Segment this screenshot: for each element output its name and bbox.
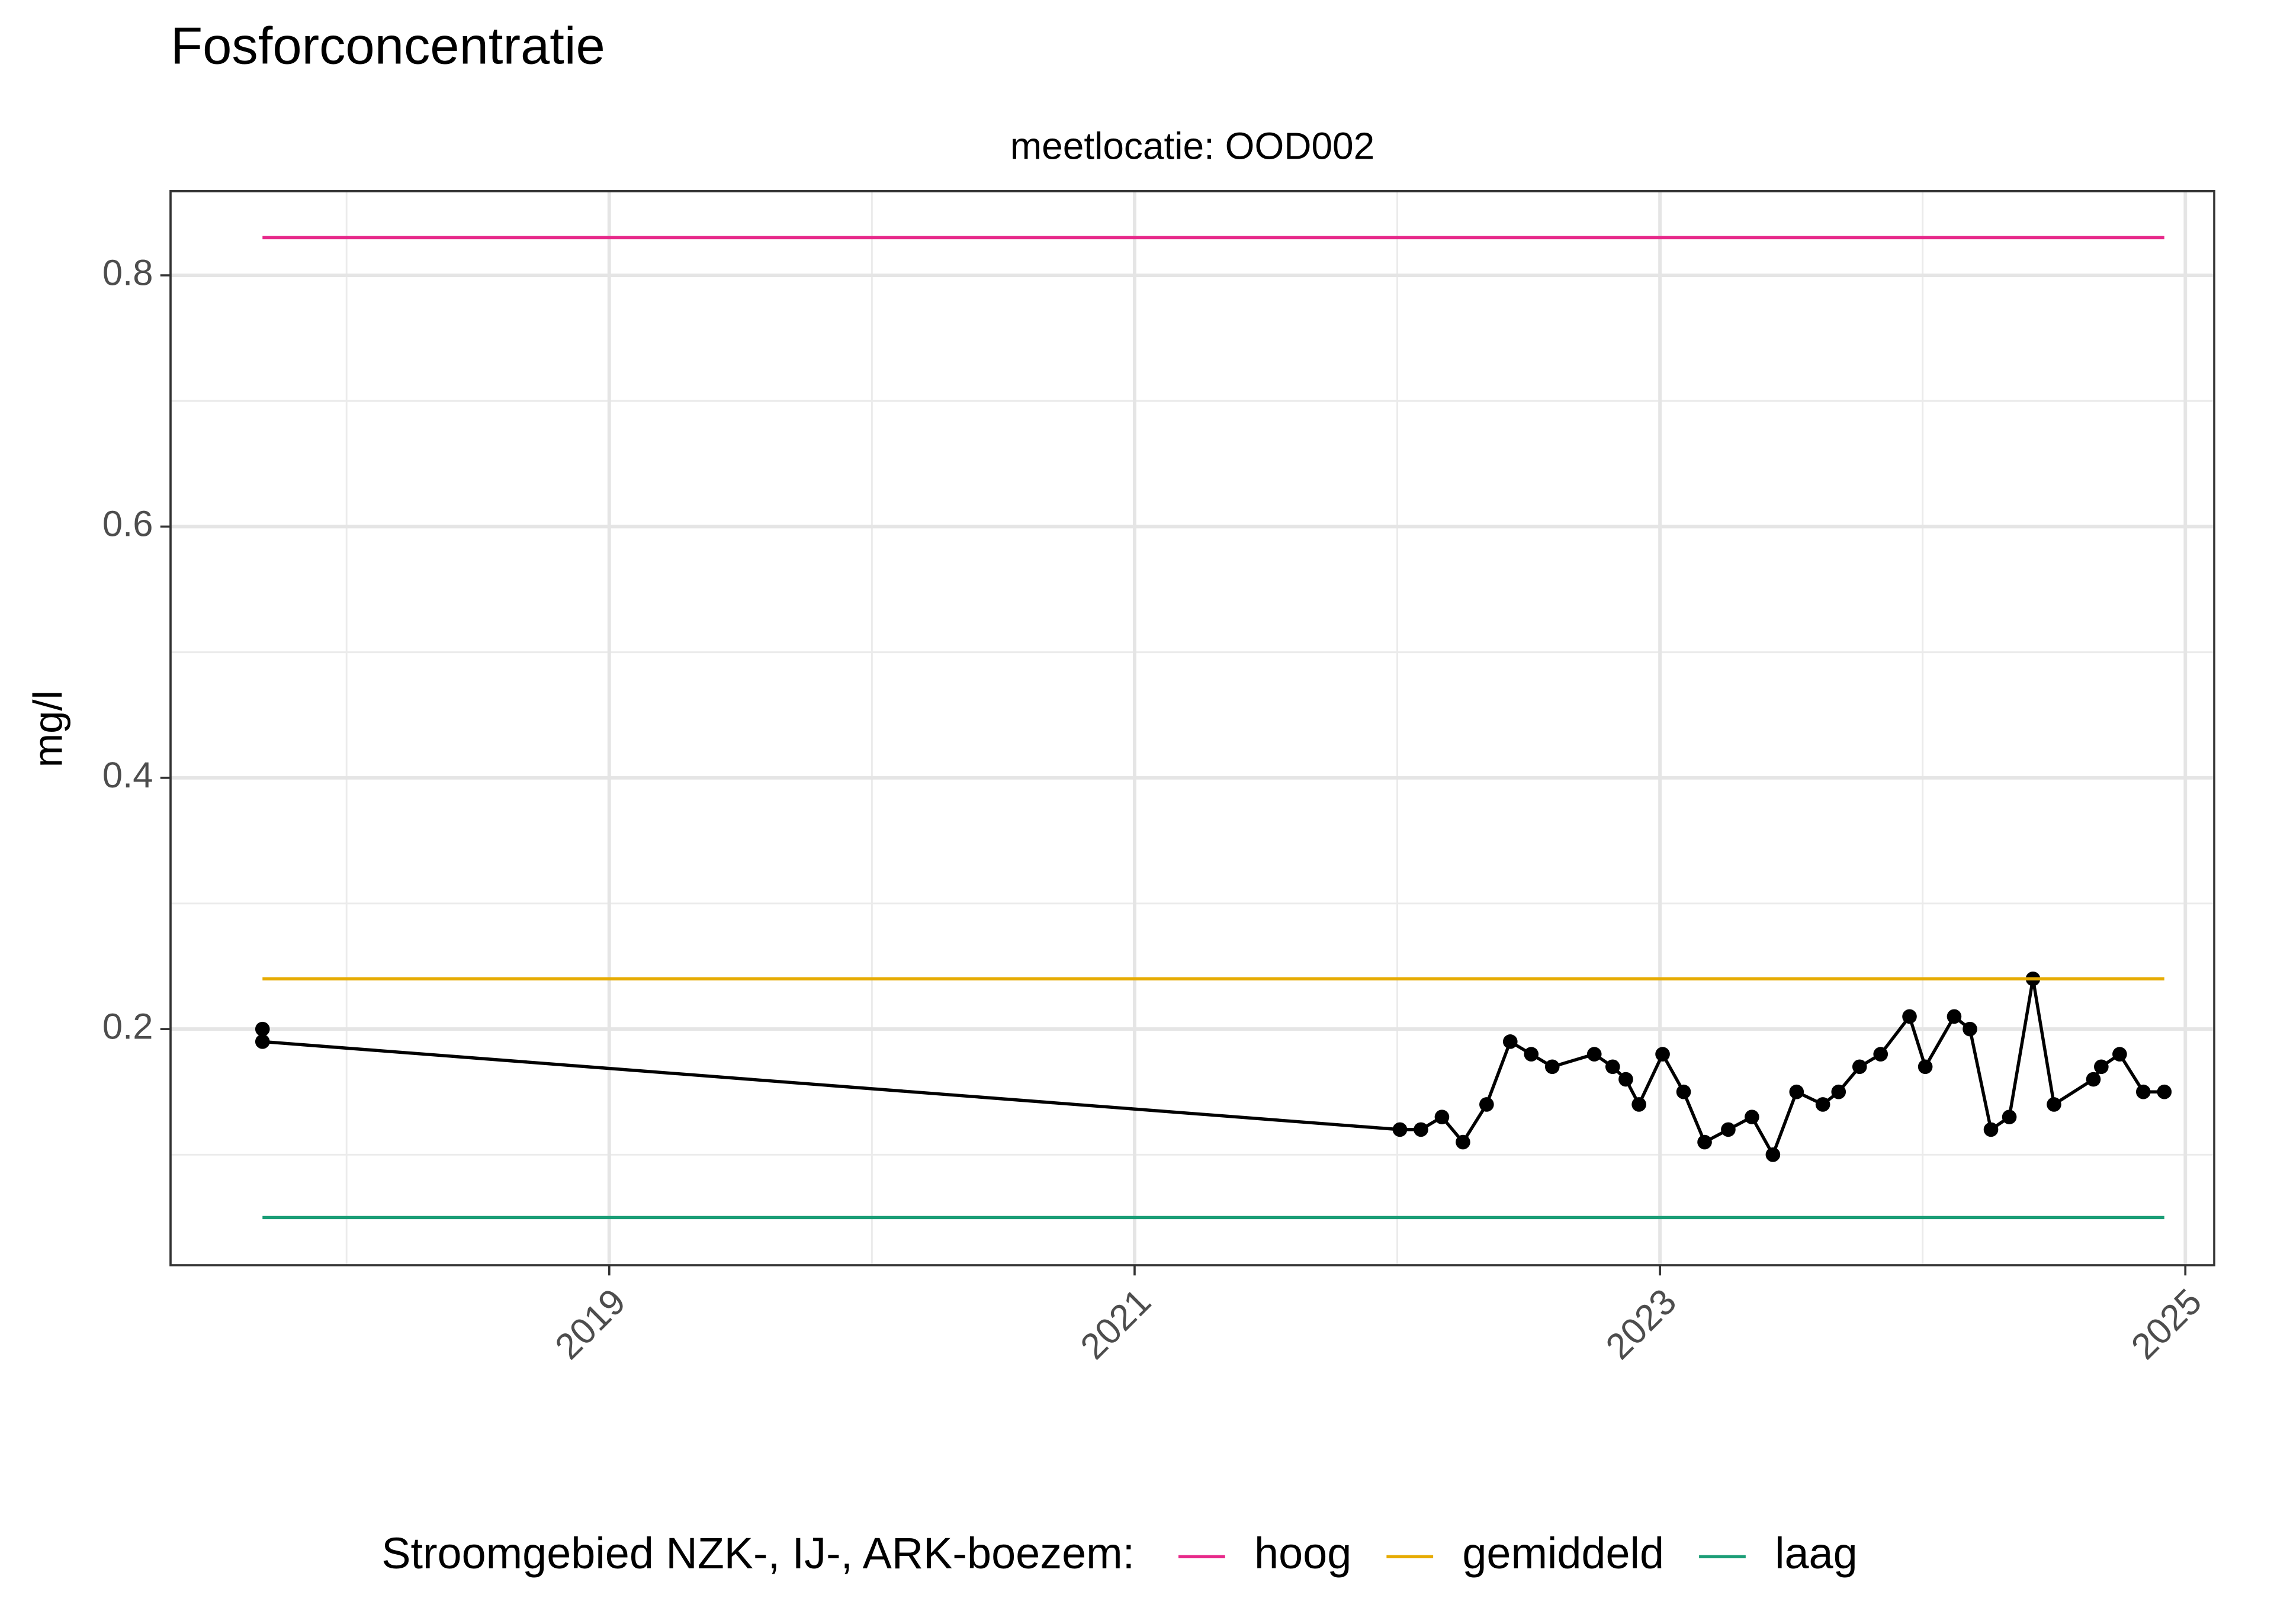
- series-line: [261, 978, 2164, 1159]
- legend-label: gemiddeld: [1462, 1529, 1664, 1578]
- y-tick-label: 0.6: [102, 504, 153, 545]
- data-point: [1414, 1122, 1428, 1137]
- y-tick-label: 0.8: [102, 252, 153, 293]
- data-point: [2157, 1084, 2172, 1099]
- data-point: [1586, 1047, 1602, 1062]
- data-point: [1544, 1059, 1560, 1075]
- legend-label: laag: [1775, 1529, 1858, 1578]
- data-point: [255, 1021, 270, 1037]
- data-point: [1873, 1047, 1888, 1062]
- data-point: [1524, 1047, 1539, 1062]
- data-point: [2002, 1110, 2017, 1124]
- y-tick-label: 0.2: [102, 1006, 153, 1047]
- panel-border: [169, 190, 2215, 1266]
- chart-title: Fosforconcentratie: [171, 17, 605, 75]
- legend-title: Stroomgebied NZK-, IJ-, ARK-boezem:: [381, 1529, 1135, 1578]
- data-point: [1745, 1110, 1759, 1124]
- data-point: [1502, 1034, 1518, 1049]
- data-point: [1831, 1084, 1846, 1099]
- data-point: [1618, 1072, 1633, 1087]
- facet-label: meetlocatie: OOD002: [1010, 124, 1374, 167]
- data-point: [2047, 1097, 2061, 1112]
- data-point: [1655, 1047, 1670, 1062]
- grid: [171, 191, 2215, 1266]
- data-point: [1456, 1134, 1470, 1150]
- data-point: [1815, 1097, 1830, 1112]
- y-axis-label: mg/l: [25, 690, 70, 767]
- data-point: [1631, 1097, 1646, 1112]
- data-point: [1765, 1147, 1781, 1162]
- data-point: [1392, 1122, 1408, 1137]
- data-point: [1947, 1009, 1962, 1024]
- data-point: [1676, 1084, 1691, 1099]
- data-point: [2086, 1072, 2101, 1087]
- data-point: [2136, 1084, 2151, 1099]
- data-point: [1605, 1059, 1620, 1075]
- data-point: [1963, 1021, 1977, 1037]
- data-point: [1479, 1097, 1494, 1112]
- data-point: [2112, 1047, 2127, 1062]
- plot-area: [255, 236, 2172, 1220]
- legend-label: hoog: [1254, 1529, 1351, 1578]
- data-point: [1697, 1134, 1712, 1150]
- legend: Stroomgebied NZK-, IJ-, ARK-boezem: hoog g…: [381, 1529, 1857, 1578]
- data-point: [255, 1034, 270, 1049]
- data-point: [2094, 1059, 2109, 1075]
- data-point: [1789, 1084, 1804, 1099]
- data-point: [1983, 1122, 1999, 1137]
- data-point: [1902, 1009, 1917, 1024]
- data-point: [1721, 1122, 1736, 1137]
- data-point: [1852, 1059, 1867, 1075]
- data-point: [1434, 1110, 1450, 1124]
- y-tick-label: 0.4: [102, 755, 153, 796]
- data-point: [1918, 1059, 1933, 1075]
